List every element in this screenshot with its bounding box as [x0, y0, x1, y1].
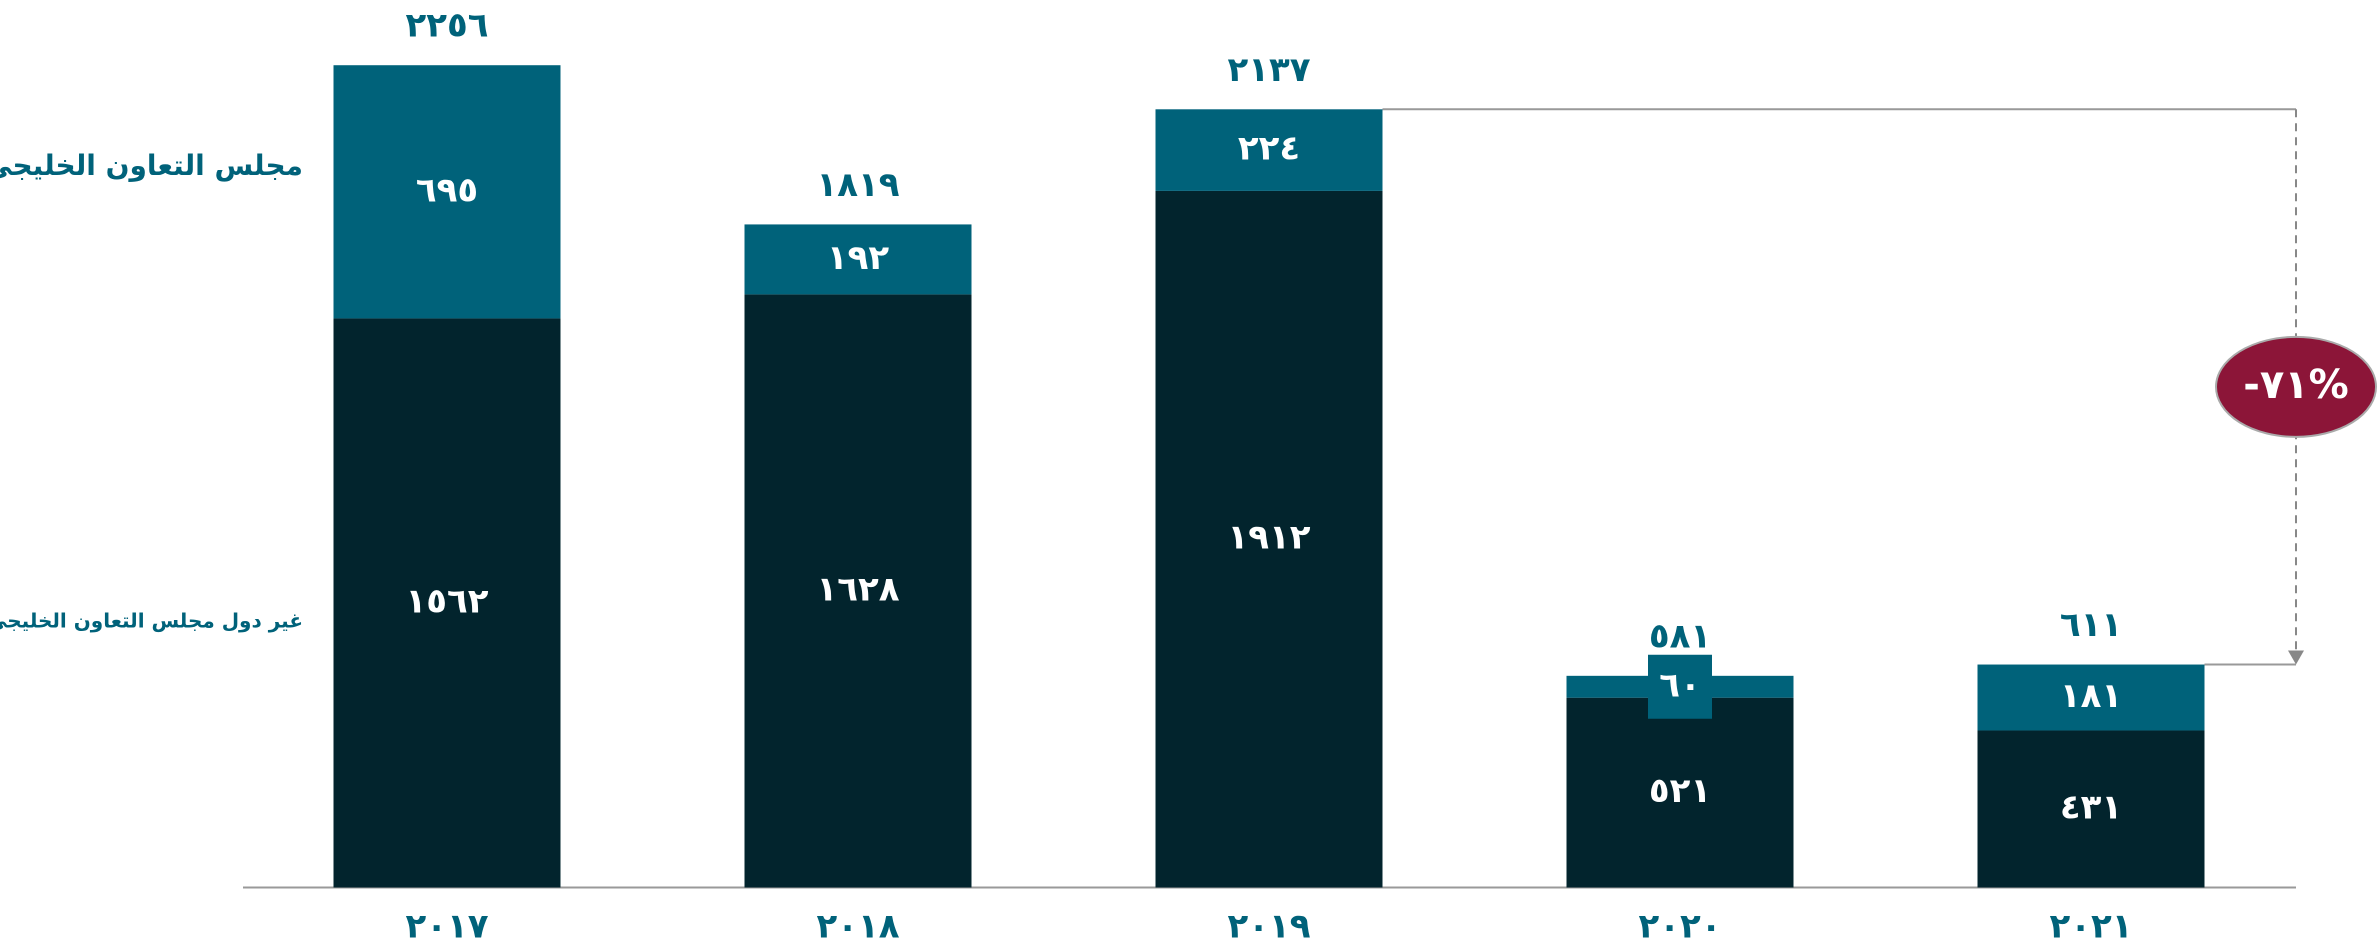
- bar-segment: [1155, 109, 1383, 191]
- total-label: ٢٢٥٦: [405, 6, 488, 46]
- value-label: ١٦٢٨: [816, 569, 899, 609]
- value-label: ٦٩٥: [416, 170, 478, 210]
- label-box: [1648, 654, 1712, 719]
- bar-segment: [1977, 730, 2205, 888]
- value-label: ٥٢١: [1649, 771, 1711, 811]
- arrow-head: [2288, 650, 2304, 665]
- x-tick-label: ٢٠٢١: [2049, 907, 2132, 946]
- bar-segment: [333, 318, 561, 888]
- value-label: ٢٢٤: [1238, 129, 1300, 169]
- legend-label: مجلس التعاون الخليجي: [0, 149, 303, 182]
- annotation-text: -٧١%: [2243, 362, 2349, 408]
- total-label: ٥٨١: [1649, 616, 1711, 656]
- value-label: ١٥٦٢: [405, 581, 488, 621]
- value-label: ١٩٢: [827, 238, 890, 278]
- bar-segment: [1977, 664, 2205, 731]
- legend-label: غير دول مجلس التعاون الخليجي: [0, 609, 303, 634]
- total-label: ٢١٣٧: [1227, 50, 1310, 90]
- bar-segment: [333, 65, 561, 319]
- bar-segment: [1566, 697, 1794, 888]
- value-label: ٤٣١: [2060, 787, 2122, 827]
- annotation-badge: [2215, 335, 2377, 438]
- x-tick-label: ٢٠١٩: [1227, 907, 1310, 946]
- value-label: ١٩١٢: [1227, 518, 1310, 558]
- x-tick-label: ٢٠١٨: [816, 907, 899, 946]
- total-label: ١٨١٩: [816, 165, 899, 205]
- value-label: ١٨١: [2060, 676, 2122, 716]
- value-label: ٦٠: [1659, 665, 1701, 705]
- x-tick-label: ٢٠٢٠: [1638, 907, 1721, 946]
- bar-segment: [744, 294, 972, 888]
- total-label: ٦١١: [2060, 605, 2122, 645]
- x-tick-label: ٢٠١٧: [405, 907, 488, 946]
- bar-segment: [744, 224, 972, 295]
- bar-segment: [1155, 190, 1383, 888]
